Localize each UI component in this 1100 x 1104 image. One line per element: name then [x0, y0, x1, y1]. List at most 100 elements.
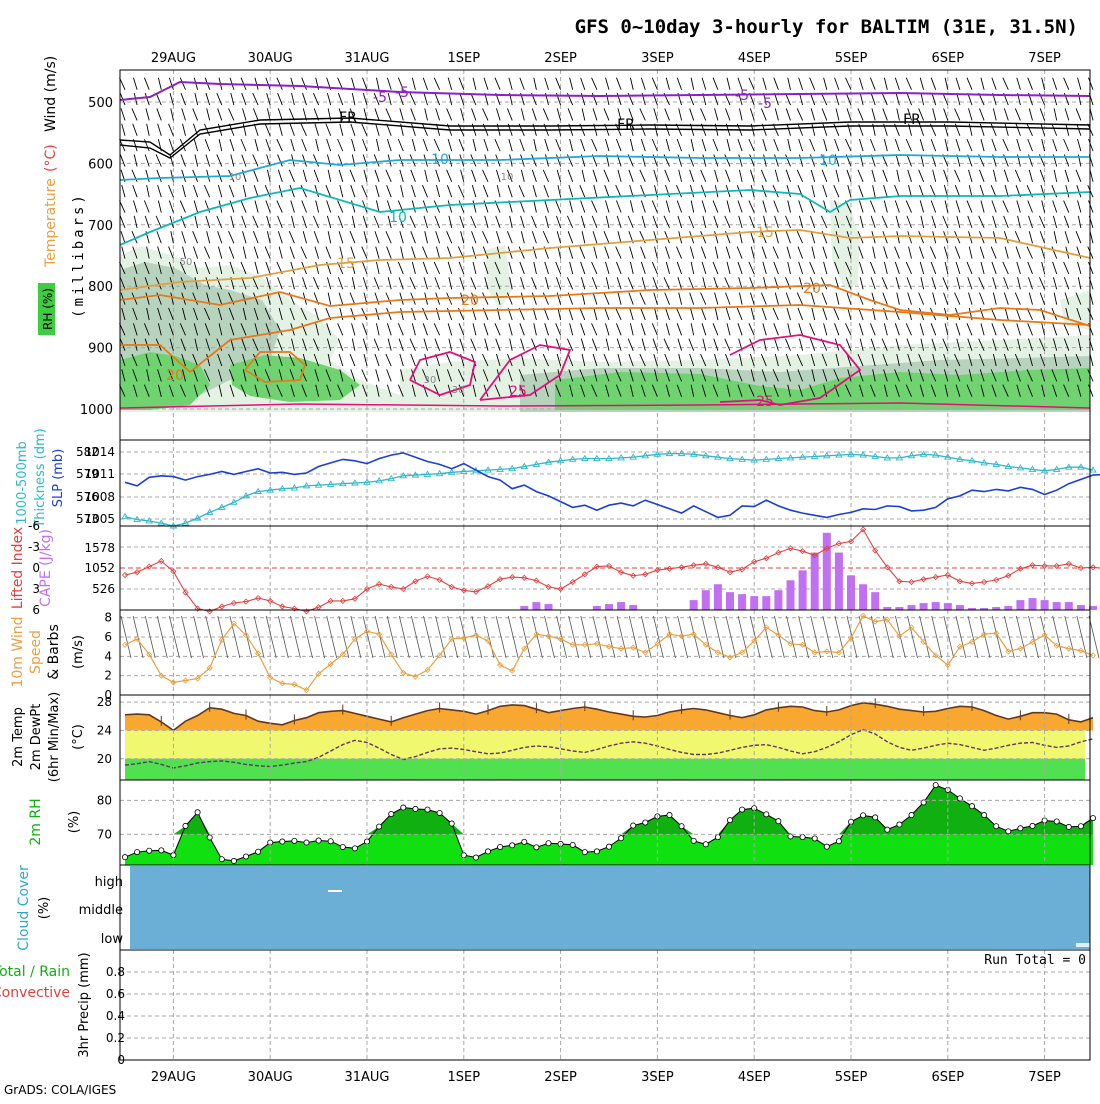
wind-barb [738, 201, 742, 213]
wind-barb [654, 170, 658, 182]
contour-label: 50 [180, 257, 193, 268]
contour-label: 20 [803, 281, 821, 297]
wind-barb [376, 124, 379, 136]
wind-barb [642, 339, 645, 351]
wind-barb [581, 339, 584, 351]
wind-barb [920, 139, 923, 151]
wind-barb [1064, 78, 1069, 90]
wind-barb [1078, 93, 1081, 105]
wind-barb [519, 185, 524, 197]
wind-barb [823, 308, 827, 320]
wind-barb [255, 201, 258, 213]
wind-barb [144, 78, 149, 90]
wind-barb [799, 139, 803, 151]
wind-barb [254, 247, 258, 259]
wind-barb [920, 78, 923, 90]
wind-barb [411, 354, 416, 366]
wind-barb [509, 323, 512, 335]
wind-barb [581, 139, 585, 151]
wind-barb [618, 293, 621, 305]
wind-barb [556, 78, 561, 90]
wind-barb [290, 247, 294, 259]
wind-barb [992, 201, 996, 213]
wind10-grid [120, 610, 1090, 695]
wind-barb [569, 185, 573, 197]
wind-barb [447, 108, 452, 120]
wind-barb [374, 216, 379, 228]
wind-barb [788, 262, 791, 274]
wind-barb [277, 139, 282, 151]
slp-tick-label: 1008 [84, 490, 115, 504]
wind-barb [242, 154, 246, 166]
rh-point [776, 819, 781, 824]
wind-barb [1089, 201, 1094, 213]
rh-fill-layer [120, 200, 1090, 412]
wind-barb [860, 93, 863, 105]
wind-barb [605, 185, 609, 197]
wind-barb [472, 247, 476, 259]
wind-barb [363, 262, 368, 274]
rh-point [982, 812, 987, 817]
wind-barb [666, 139, 669, 151]
wind-barb [387, 185, 392, 197]
wind-barb [726, 308, 730, 320]
wind-barb [352, 78, 355, 90]
wind-barb [447, 247, 451, 259]
wind-barb [218, 108, 222, 120]
rh-point [873, 815, 878, 820]
wind-barb [967, 78, 972, 90]
temp-tick-label: 28 [97, 695, 112, 709]
wind-barb [616, 262, 621, 274]
wind-barb [629, 170, 633, 182]
wind10-label-c: & Barbs [46, 624, 62, 680]
wind-barb [967, 323, 972, 335]
wind-barb [676, 308, 681, 320]
wind-barb [786, 231, 790, 243]
wind-barb [532, 108, 536, 120]
wind-barb [824, 323, 827, 335]
wind-barb [472, 108, 476, 120]
wind-barb [532, 293, 536, 305]
surface-wind-barb [194, 616, 204, 658]
wind-barb [157, 108, 161, 120]
wind-barb [679, 170, 682, 182]
wind-barb [338, 339, 342, 351]
wind-barb [824, 139, 827, 151]
wind-barb [860, 216, 863, 228]
wind-barb [423, 185, 428, 197]
wind-barb [702, 139, 706, 151]
wind-barb [398, 323, 403, 335]
wind-barb [788, 139, 791, 151]
wind-barb [520, 323, 524, 335]
cape-bar [847, 575, 855, 610]
run-total: Run Total = 0 [984, 953, 1086, 968]
wind-barb [738, 139, 742, 151]
wind-barb [630, 78, 633, 90]
rh-point [437, 810, 442, 815]
wind-barb [774, 201, 779, 213]
wind-barb [327, 93, 330, 105]
wind-barb [1004, 170, 1008, 182]
wind-barb [278, 170, 282, 182]
wind-barb [338, 139, 343, 151]
wind-barb [1064, 262, 1069, 274]
wind-barb [594, 308, 597, 320]
wind-barb [691, 323, 694, 335]
wind-barb [775, 108, 778, 120]
wind-barb [641, 308, 646, 320]
rh-point [159, 848, 164, 853]
contour-label: 10 [431, 152, 449, 168]
contour-label: 10 [229, 172, 242, 183]
wind-barb [811, 170, 815, 182]
wind-barb [352, 323, 355, 335]
wind-barb [872, 293, 875, 305]
wind-barb [1040, 293, 1044, 305]
wind-barb [205, 139, 210, 151]
wind-barb [592, 93, 597, 105]
wind-barb [871, 93, 875, 105]
cape-bar [908, 605, 916, 610]
wind-barb [521, 231, 524, 243]
wind-barb [931, 139, 936, 151]
wind-barb [533, 247, 536, 259]
